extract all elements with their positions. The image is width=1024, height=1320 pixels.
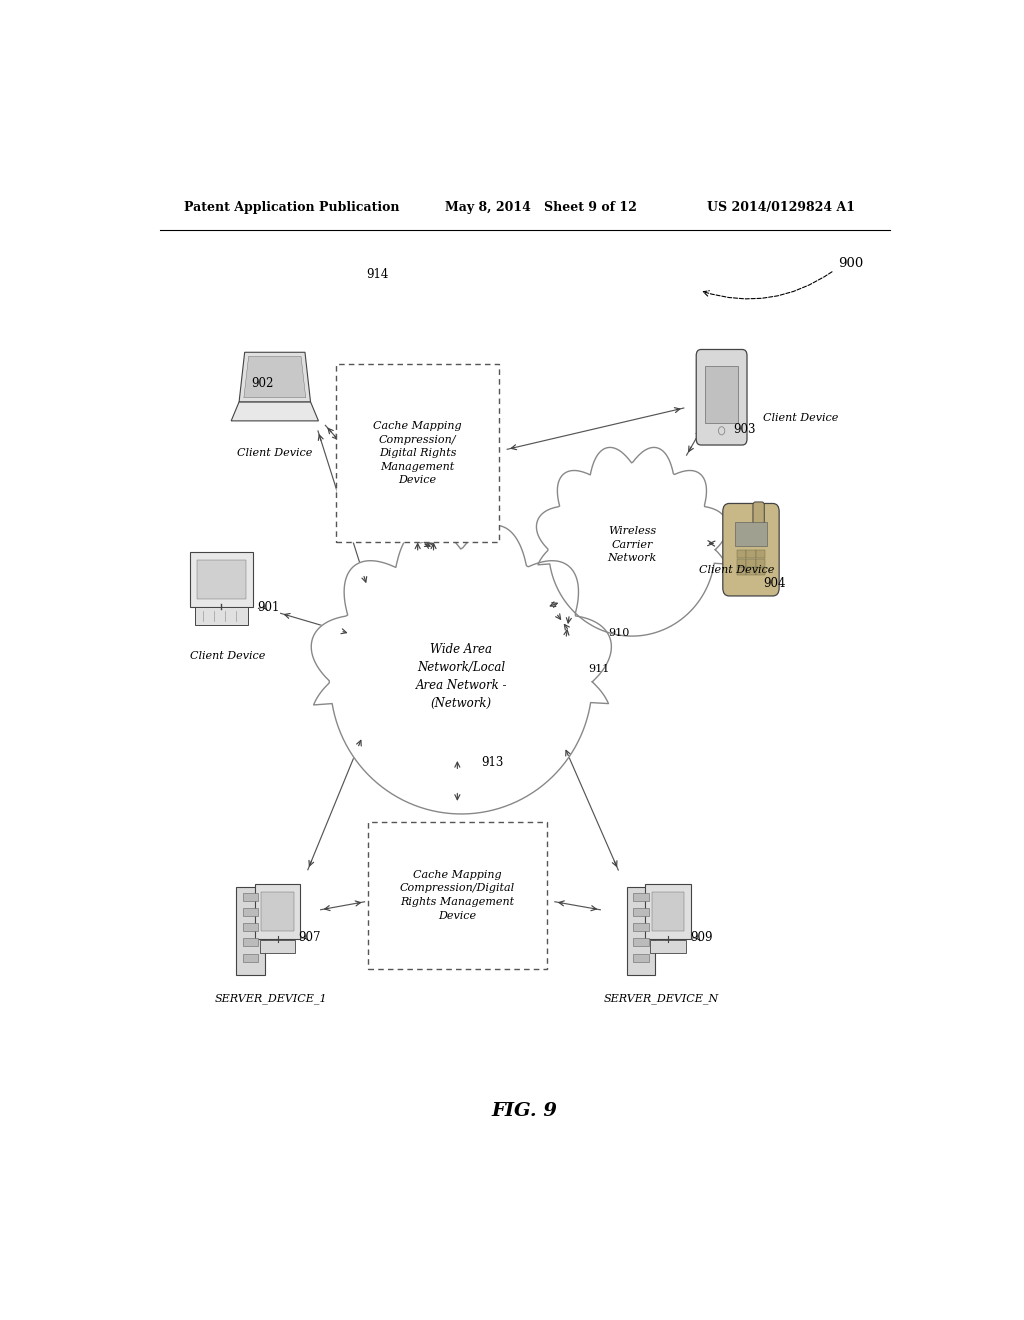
Polygon shape [537, 447, 727, 636]
Text: Patent Application Publication: Patent Application Publication [183, 201, 399, 214]
Text: 900: 900 [839, 257, 863, 271]
Text: 914: 914 [367, 268, 388, 281]
Text: Wireless
Carrier
Network: Wireless Carrier Network [607, 527, 656, 562]
FancyBboxPatch shape [736, 568, 746, 576]
FancyBboxPatch shape [736, 558, 746, 566]
FancyBboxPatch shape [650, 940, 686, 953]
Text: 911: 911 [588, 664, 609, 673]
FancyBboxPatch shape [756, 568, 765, 576]
FancyBboxPatch shape [243, 923, 258, 931]
FancyBboxPatch shape [652, 892, 684, 931]
Text: Client Device: Client Device [189, 652, 265, 661]
FancyBboxPatch shape [243, 908, 258, 916]
Polygon shape [311, 525, 611, 814]
Text: Cache Mapping
Compression/
Digital Rights
Management
Device: Cache Mapping Compression/ Digital Right… [374, 421, 462, 486]
FancyBboxPatch shape [706, 367, 738, 424]
FancyBboxPatch shape [261, 892, 294, 931]
FancyBboxPatch shape [753, 502, 764, 525]
FancyBboxPatch shape [645, 884, 690, 939]
FancyBboxPatch shape [336, 364, 499, 543]
Text: US 2014/0129824 A1: US 2014/0129824 A1 [708, 201, 855, 214]
Text: 901: 901 [257, 601, 280, 614]
FancyBboxPatch shape [243, 892, 258, 900]
Text: Client Device: Client Device [763, 413, 839, 422]
FancyBboxPatch shape [190, 552, 253, 607]
FancyBboxPatch shape [260, 940, 295, 953]
Text: Wide Area
Network/Local
Area Network -
(Network): Wide Area Network/Local Area Network - (… [416, 643, 507, 710]
Polygon shape [239, 352, 310, 401]
Text: 910: 910 [608, 628, 630, 638]
Text: 907: 907 [299, 931, 322, 944]
FancyBboxPatch shape [633, 908, 649, 916]
Text: 913: 913 [481, 755, 504, 768]
FancyBboxPatch shape [756, 558, 765, 566]
Text: SERVER_DEVICE_N: SERVER_DEVICE_N [604, 994, 719, 1005]
FancyBboxPatch shape [633, 939, 649, 946]
Polygon shape [244, 356, 306, 397]
FancyBboxPatch shape [756, 550, 765, 558]
FancyBboxPatch shape [746, 568, 756, 576]
FancyBboxPatch shape [195, 607, 249, 626]
Polygon shape [231, 401, 318, 421]
Text: 902: 902 [251, 378, 273, 391]
FancyBboxPatch shape [368, 821, 547, 969]
Text: SERVER_DEVICE_1: SERVER_DEVICE_1 [215, 994, 327, 1005]
FancyBboxPatch shape [627, 887, 655, 975]
Text: May 8, 2014   Sheet 9 of 12: May 8, 2014 Sheet 9 of 12 [445, 201, 637, 214]
Text: 904: 904 [763, 577, 785, 590]
FancyBboxPatch shape [633, 923, 649, 931]
FancyBboxPatch shape [746, 558, 756, 566]
Text: 903: 903 [733, 422, 756, 436]
FancyBboxPatch shape [696, 350, 748, 445]
FancyBboxPatch shape [255, 884, 300, 939]
FancyBboxPatch shape [243, 939, 258, 946]
FancyBboxPatch shape [243, 953, 258, 962]
Text: Client Device: Client Device [699, 565, 775, 576]
FancyBboxPatch shape [633, 892, 649, 900]
Text: FIG. 9: FIG. 9 [492, 1102, 558, 1119]
FancyBboxPatch shape [197, 560, 246, 599]
FancyBboxPatch shape [237, 887, 265, 975]
FancyBboxPatch shape [723, 503, 779, 595]
FancyBboxPatch shape [735, 521, 767, 546]
FancyBboxPatch shape [746, 550, 756, 558]
FancyBboxPatch shape [633, 953, 649, 962]
Text: 909: 909 [690, 931, 713, 944]
Text: Cache Mapping
Compression/Digital
Rights Management
Device: Cache Mapping Compression/Digital Rights… [399, 870, 515, 920]
Text: Client Device: Client Device [238, 449, 312, 458]
FancyBboxPatch shape [736, 550, 746, 558]
